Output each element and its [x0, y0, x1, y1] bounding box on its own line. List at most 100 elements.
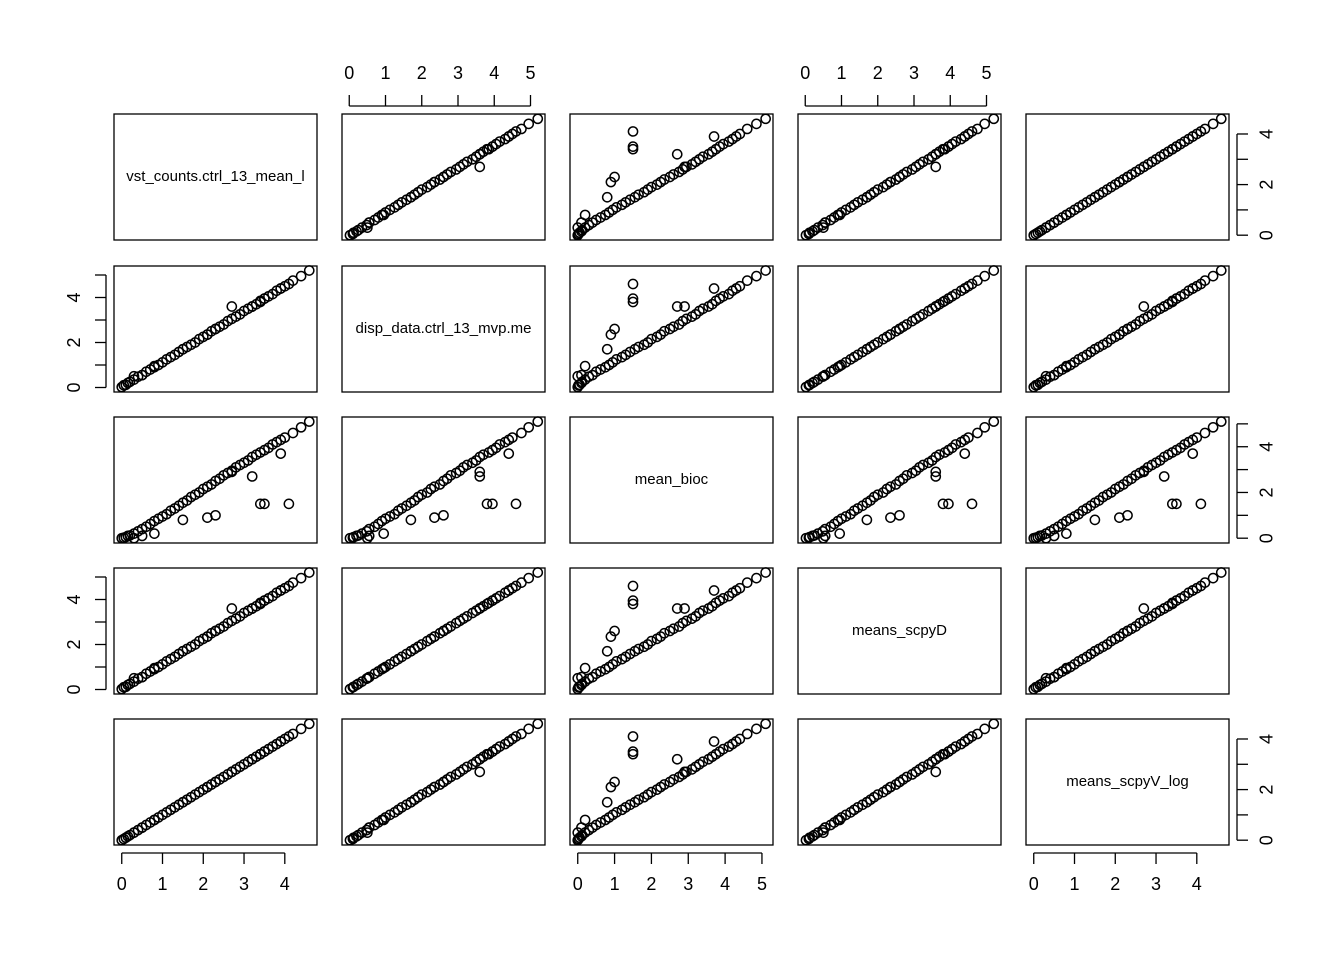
point — [818, 370, 829, 382]
point — [658, 174, 670, 185]
point — [937, 748, 949, 760]
point — [627, 278, 639, 290]
panel-frame — [1025, 416, 1230, 544]
point — [1089, 191, 1101, 203]
point — [1166, 143, 1178, 155]
point — [872, 337, 884, 348]
point — [576, 369, 587, 381]
point — [760, 265, 771, 276]
point — [351, 679, 362, 691]
point — [1138, 603, 1150, 614]
point — [611, 202, 622, 213]
point — [303, 567, 315, 578]
point — [438, 776, 449, 788]
point — [1040, 672, 1052, 684]
panel — [1025, 567, 1230, 695]
point — [972, 427, 983, 439]
panel: vst_counts.ctrl_13_mean_l — [113, 113, 318, 241]
point — [1158, 148, 1170, 160]
panel-frame — [341, 718, 546, 846]
point — [201, 631, 213, 642]
panel — [113, 416, 318, 544]
point — [1138, 161, 1150, 173]
point — [1207, 270, 1219, 282]
variable-label: vst_counts.ctrl_13_mean_l — [126, 168, 304, 185]
point — [474, 161, 486, 173]
panel — [341, 416, 546, 544]
panel-frame — [569, 265, 774, 393]
panel-frame — [1025, 265, 1230, 393]
point — [609, 323, 620, 335]
point — [226, 603, 238, 614]
point — [885, 176, 896, 188]
point — [503, 736, 515, 747]
point — [885, 329, 896, 340]
point — [943, 141, 954, 152]
x-tick-label: 0 — [573, 874, 583, 894]
point — [627, 126, 639, 137]
point — [807, 377, 818, 389]
point — [930, 148, 942, 160]
point — [834, 360, 846, 372]
point — [378, 528, 390, 539]
point — [946, 442, 958, 454]
variable-label: means_scpyV_log — [1066, 773, 1189, 790]
point — [723, 288, 735, 300]
point — [834, 814, 846, 826]
point — [503, 448, 515, 459]
point — [1113, 512, 1125, 523]
point — [576, 822, 587, 833]
point — [283, 278, 295, 290]
point — [351, 831, 362, 842]
x-tick-label: 2 — [417, 63, 427, 83]
point — [818, 222, 829, 233]
y-tick-label: 4 — [1257, 734, 1277, 744]
x-tick-label: 4 — [945, 63, 955, 83]
point — [246, 471, 258, 482]
point — [979, 118, 991, 130]
point — [708, 585, 720, 596]
point — [1166, 498, 1178, 510]
panel-frame — [797, 718, 1002, 846]
point — [627, 748, 639, 760]
point — [979, 270, 991, 282]
panel — [797, 265, 1002, 393]
y-tick-label: 2 — [64, 337, 84, 347]
point — [937, 498, 949, 510]
point — [885, 512, 896, 523]
x-tick-label: 0 — [344, 63, 354, 83]
point — [378, 209, 390, 221]
point — [894, 776, 905, 788]
point — [627, 580, 639, 592]
point — [890, 479, 902, 490]
point — [421, 487, 433, 498]
point — [1122, 171, 1133, 183]
variable-label: disp_data.ctrl_13_mvp.me — [356, 320, 532, 337]
point — [1138, 466, 1150, 478]
point — [587, 369, 598, 381]
point — [1207, 118, 1219, 130]
point — [474, 466, 486, 478]
panel-frame — [1025, 113, 1230, 241]
point — [901, 771, 913, 783]
point — [246, 301, 258, 312]
point — [885, 781, 896, 793]
point — [807, 226, 818, 237]
point — [128, 672, 140, 684]
point — [760, 567, 771, 578]
panel — [569, 265, 774, 393]
point — [1215, 416, 1227, 427]
point — [487, 141, 498, 152]
point — [741, 123, 753, 135]
x-tick-label: 3 — [1151, 874, 1161, 894]
panel — [1025, 416, 1230, 544]
point — [845, 508, 856, 520]
y-tick-label: 0 — [1257, 533, 1277, 543]
point — [510, 580, 522, 592]
point — [818, 827, 829, 838]
point — [734, 128, 746, 140]
point — [760, 113, 771, 125]
point — [611, 807, 622, 818]
point — [254, 498, 266, 510]
point — [1122, 625, 1133, 637]
